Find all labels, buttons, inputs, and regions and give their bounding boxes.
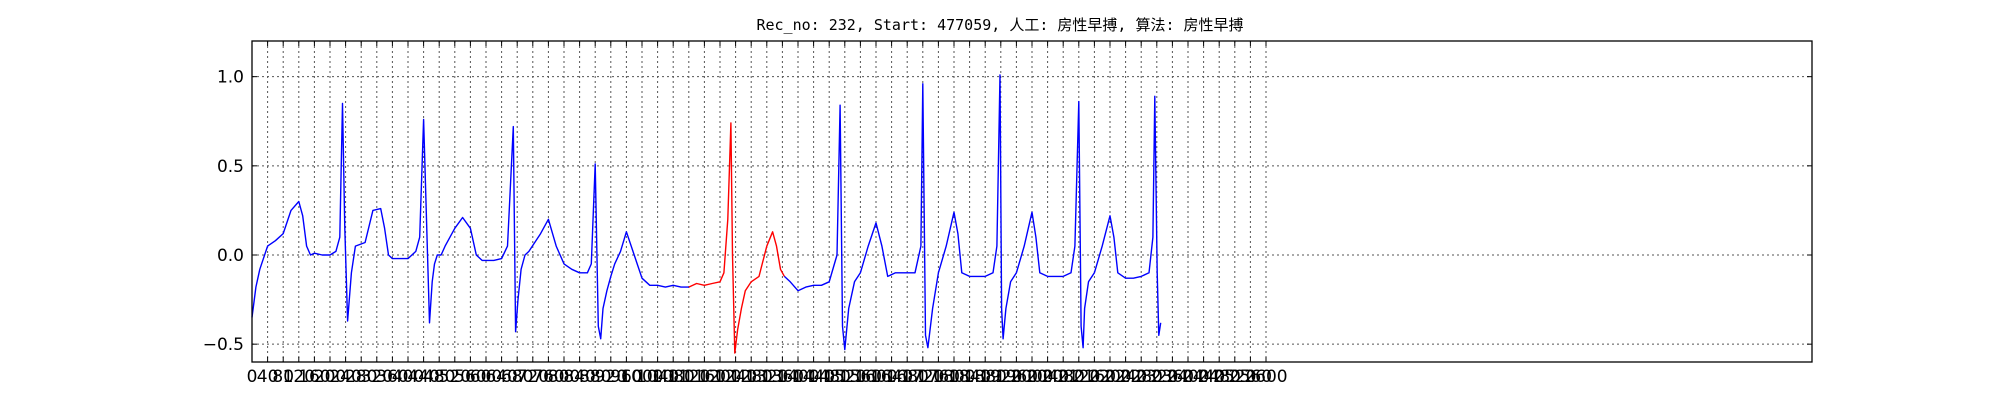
x-tick-label: 1080 — [652, 367, 695, 387]
x-tick-label: 2440 — [1182, 367, 1225, 387]
x-tick-label: 2560 — [1229, 367, 1272, 387]
x-tick-label: 920 — [595, 367, 627, 387]
x-tick-label: 2160 — [1073, 367, 1116, 387]
chart-title: Rec_no: 232, Start: 477059, 人工: 房性早搏, 算法… — [756, 16, 1243, 34]
x-tick-label: 1520 — [823, 367, 866, 387]
x-tick-label: 2240 — [1104, 367, 1147, 387]
x-tick-label: 1200 — [698, 367, 741, 387]
ecg-series-line — [783, 74, 1162, 351]
x-tick-label: 720 — [517, 367, 549, 387]
x-tick-label: 1600 — [854, 367, 897, 387]
x-tick-label: 1360 — [761, 367, 804, 387]
x-tick-label: 160 — [298, 367, 330, 387]
x-tick-label: 760 — [532, 367, 564, 387]
grid-lines — [251, 41, 1812, 362]
x-tick-label: 2480 — [1198, 367, 1241, 387]
x-tick-label: 1400 — [776, 367, 819, 387]
x-tick-label: 0 — [247, 367, 258, 387]
y-tick-label: −0.5 — [203, 335, 244, 355]
plot-frame — [251, 40, 1813, 363]
x-tick-label: 2000 — [1010, 367, 1053, 387]
x-tick-label: 1800 — [932, 367, 975, 387]
x-tick-label: 480 — [423, 367, 455, 387]
x-tick-label: 520 — [439, 367, 471, 387]
x-tick-label: 1000 — [620, 367, 663, 387]
x-tick-label: 800 — [548, 367, 580, 387]
x-tick-label: 1720 — [901, 367, 944, 387]
y-tick-label: 1.0 — [217, 68, 244, 88]
x-tick-label: 280 — [345, 367, 377, 387]
x-tick-label: 2400 — [1166, 367, 1209, 387]
x-tick-label: 360 — [376, 367, 408, 387]
axis-ticks — [251, 41, 1812, 362]
x-tick-label: 2080 — [1042, 367, 1085, 387]
x-tick-label: 1920 — [979, 367, 1022, 387]
x-tick-label: 680 — [501, 367, 533, 387]
x-tick-label: 880 — [579, 367, 611, 387]
x-tick-label: 2280 — [1120, 367, 1163, 387]
x-tick-label: 2040 — [1026, 367, 1069, 387]
x-tick-label: 1120 — [667, 367, 710, 387]
x-tick-label: 80 — [272, 367, 294, 387]
x-tick-label: 1280 — [730, 367, 773, 387]
x-tick-label: 1240 — [714, 367, 757, 387]
x-tick-label: 200 — [314, 367, 346, 387]
x-tick-label: 1560 — [839, 367, 882, 387]
x-tick-label: 1760 — [917, 367, 960, 387]
x-tick-label: 2200 — [1088, 367, 1131, 387]
x-tick-label: 960 — [610, 367, 642, 387]
x-tick-label: 600 — [470, 367, 502, 387]
x-tick-label: 2520 — [1213, 367, 1256, 387]
ecg-series — [251, 74, 1162, 354]
x-tick-label: 1840 — [948, 367, 991, 387]
x-tick-label: 2600 — [1244, 367, 1287, 387]
x-tick-label: 240 — [329, 367, 361, 387]
x-tick-label: 640 — [485, 367, 517, 387]
ecg-series-line — [251, 102, 689, 340]
y-tick-label: 0.5 — [217, 157, 244, 177]
x-tick-label: 1480 — [808, 367, 851, 387]
ecg-series-line — [688, 122, 786, 354]
x-tick-label: 1440 — [792, 367, 835, 387]
x-tick-label: 560 — [454, 367, 486, 387]
x-tick-label: 2320 — [1135, 367, 1178, 387]
x-tick-label: 1040 — [636, 367, 679, 387]
x-tick-label: 440 — [407, 367, 439, 387]
x-tick-label: 40 — [257, 367, 279, 387]
y-tick-label: 0.0 — [217, 246, 244, 266]
x-tick-label: 320 — [361, 367, 393, 387]
axis-tick-labels: 0 408012016020024028032036040044048052056… — [203, 68, 1288, 387]
x-tick-label: 1640 — [870, 367, 913, 387]
x-tick-label: 120 — [283, 367, 315, 387]
x-tick-label: 1960 — [995, 367, 1038, 387]
x-tick-label: 2360 — [1151, 367, 1194, 387]
x-tick-label: 1680 — [886, 367, 929, 387]
x-tick-label: 1320 — [745, 367, 788, 387]
x-tick-label: 2120 — [1057, 367, 1100, 387]
x-tick-label: 1160 — [683, 367, 726, 387]
x-tick-label: 400 — [392, 367, 424, 387]
x-tick-label: 840 — [563, 367, 595, 387]
x-tick-label: 1880 — [964, 367, 1007, 387]
